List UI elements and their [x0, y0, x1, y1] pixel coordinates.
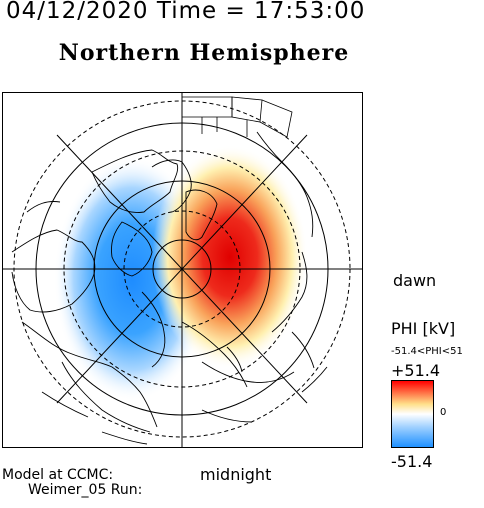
legend-title: PHI [kV] — [391, 319, 456, 338]
meridian-grid — [2, 92, 363, 448]
midnight-label: midnight — [200, 465, 272, 484]
positive-potential-cell — [152, 145, 308, 369]
model-info: Model at CCMC: Weimer_05 Run: — [2, 468, 142, 498]
colorbar — [391, 380, 434, 448]
legend-zero: 0 — [440, 407, 447, 418]
land-grid — [181, 96, 293, 138]
plot-title: Northern Hemisphere — [58, 40, 350, 66]
timestamp: 04/12/2020 Time = 17:53:00 — [6, 0, 366, 24]
legend-min: -51.4 — [391, 452, 433, 471]
model-line-2: Weimer_05 Run: — [28, 482, 143, 498]
polar-map — [2, 92, 363, 448]
coastlines — [11, 131, 328, 445]
model-line-1: Model at CCMC: — [2, 467, 114, 483]
dawn-label: dawn — [393, 271, 437, 290]
legend-max: +51.4 — [391, 361, 441, 380]
legend-range: -51.4<PHI<51 — [391, 346, 463, 357]
